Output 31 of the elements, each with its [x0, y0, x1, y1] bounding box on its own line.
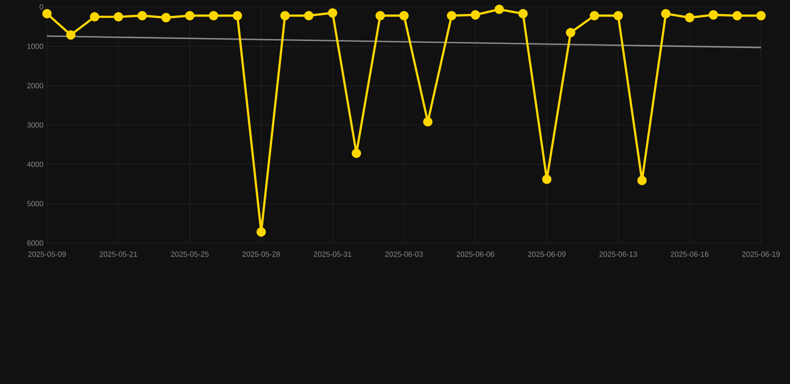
point [66, 30, 76, 40]
point [304, 10, 314, 20]
point [542, 174, 552, 184]
point [590, 10, 600, 20]
point [208, 10, 218, 20]
point [470, 10, 480, 20]
point [732, 10, 742, 20]
point [90, 12, 100, 22]
point [161, 12, 171, 22]
point [280, 10, 290, 20]
point [708, 10, 718, 20]
point [376, 10, 385, 20]
point [446, 10, 456, 20]
point [661, 8, 671, 18]
point [566, 28, 576, 38]
point [328, 8, 338, 18]
point [614, 10, 623, 20]
point [518, 8, 528, 18]
point [684, 12, 694, 22]
point [114, 12, 124, 22]
point [185, 10, 194, 20]
point [42, 8, 52, 18]
point [423, 117, 433, 127]
point [399, 10, 409, 20]
point [232, 10, 242, 20]
point [756, 10, 766, 20]
point [352, 148, 362, 158]
point [138, 10, 147, 20]
point [256, 227, 266, 237]
point [637, 176, 647, 186]
point [494, 4, 504, 14]
